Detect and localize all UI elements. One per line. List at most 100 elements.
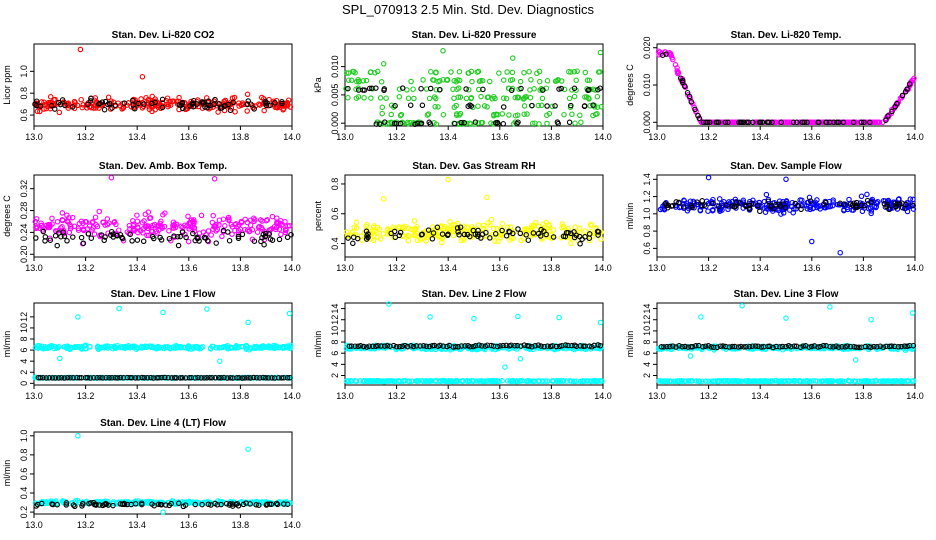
panel-8-point-subset <box>381 343 388 349</box>
panel-8-point-all <box>429 378 435 384</box>
panel-5-point-all <box>587 221 594 227</box>
panel-7-point-subset <box>76 375 83 381</box>
panel-7-point-subset <box>55 375 62 381</box>
panel-2-point-all <box>527 94 534 101</box>
panel-7-point-all <box>172 345 179 351</box>
panel-9-point-subset <box>664 343 670 350</box>
panel-4-point-all <box>232 227 238 234</box>
panel-2-point-all <box>428 68 434 75</box>
panel-7-point-subset <box>158 374 165 381</box>
panel-7-point-all <box>167 345 173 352</box>
panel-1-point-all <box>41 99 47 106</box>
panel-9-point-all <box>674 378 681 384</box>
panel-2-point-all <box>405 95 412 102</box>
panel-2-point-all <box>537 87 543 93</box>
panel-10-point-subset <box>256 502 262 508</box>
panel-5-point-subset <box>464 231 471 238</box>
panel-7-point-all <box>173 342 179 349</box>
panel-2-point-subset <box>399 85 406 91</box>
panel-2-point-all <box>535 102 542 109</box>
panel-1-point-subset <box>251 106 257 112</box>
panel-3-point-subset <box>816 119 822 126</box>
panel-2-point-all <box>597 49 604 56</box>
panel-10-y-tick-label: 0.6 <box>19 468 29 481</box>
panel-2-point-all <box>544 120 550 127</box>
panel-2-point-all <box>456 68 463 75</box>
panel-2-point-subset <box>345 85 351 92</box>
panel-4-point-all <box>285 223 291 229</box>
panel-9-point-subset <box>705 343 712 349</box>
panel-8-point-all <box>525 378 532 384</box>
panel-10-point-subset <box>132 501 139 507</box>
panel-7-point-all <box>251 345 258 351</box>
panel-1-point-subset <box>159 96 166 103</box>
panel-7-point-subset <box>171 374 178 381</box>
panel-7-point-all <box>112 344 118 350</box>
panel-6-point-subset <box>864 197 871 204</box>
panel-8-point-subset <box>404 343 411 350</box>
panel-3-point-subset <box>823 119 830 126</box>
panel-2-point-all <box>475 103 481 109</box>
panel-4-point-all <box>139 219 146 226</box>
panel-4-point-all <box>135 229 141 236</box>
panel-9-point-subset <box>868 344 874 350</box>
panel-1-point-subset <box>179 99 186 106</box>
panel-7-point-all <box>260 343 267 350</box>
panel-6-point-all <box>758 203 764 209</box>
panel-4-point-all <box>33 225 40 232</box>
panel-3-y-tick-label: 0.000 <box>642 111 652 134</box>
panel-4-point-all <box>213 221 219 228</box>
panel-2-point-all <box>455 94 462 100</box>
panel-4-point-subset <box>284 234 291 241</box>
panel-8-point-subset <box>366 343 372 349</box>
panel-1-point-subset <box>112 102 119 108</box>
panel-8-point-all <box>507 378 513 384</box>
panel-8-point-subset <box>512 342 518 349</box>
panel-3-point-all <box>864 119 870 126</box>
panel-2-x-tick-label: 14.0 <box>594 132 612 142</box>
panel-2-point-all <box>435 104 441 110</box>
panel-8-point-all <box>445 378 452 384</box>
panel-8-point-all <box>471 315 477 322</box>
panel-7-point-subset <box>257 375 263 381</box>
panel-4-point-all <box>145 223 152 230</box>
panel-2-point-all <box>512 94 518 101</box>
panel-2-point-all <box>457 94 464 100</box>
panel-2-plot-frame <box>344 43 604 127</box>
panel-6-point-all <box>780 210 787 216</box>
panel-6-point-subset <box>837 200 843 207</box>
panel-9-point-all <box>777 378 783 384</box>
panel-2-point-all <box>377 95 384 101</box>
panel-8-point-subset <box>357 343 364 349</box>
panel-7-point-subset <box>275 375 282 381</box>
panel-3-point-subset <box>696 115 703 122</box>
panel-1-point-subset <box>106 100 113 107</box>
panel-1-x-tick-label: 13.8 <box>232 132 250 142</box>
panel-2-point-subset <box>585 87 591 94</box>
panel-9-point-all <box>909 378 915 384</box>
panel-1-point-all <box>274 104 281 111</box>
panel-9-point-subset <box>689 343 696 350</box>
panel-5-point-all <box>380 196 387 202</box>
panel-9-x-tick-label: 13.6 <box>803 391 821 401</box>
panel-9-point-subset <box>722 343 729 350</box>
panel-8-point-subset <box>508 342 514 348</box>
panel-5-point-all <box>582 228 588 234</box>
panel-1-point-all <box>146 106 153 113</box>
panel-2-point-all <box>343 70 350 76</box>
panel-5-point-all <box>377 236 384 242</box>
panel-9-point-subset <box>806 344 812 350</box>
panel-4-point-all <box>276 226 283 233</box>
panel-4-plot-frame <box>33 174 293 258</box>
panel-4-point-subset <box>225 229 231 235</box>
panel-2-point-all <box>411 95 417 102</box>
panel-8-x-tick-label: 13.0 <box>336 391 354 401</box>
panel-2-point-all <box>515 94 522 101</box>
panel-3-point-all <box>818 119 824 126</box>
panel-6-point-subset <box>663 202 670 208</box>
panel-3-point-all <box>710 119 717 126</box>
panel-1-point-all <box>152 106 158 113</box>
panel-2-point-all <box>572 120 578 127</box>
panel-7-point-all <box>79 346 85 352</box>
panel-8-point-subset <box>387 343 393 349</box>
